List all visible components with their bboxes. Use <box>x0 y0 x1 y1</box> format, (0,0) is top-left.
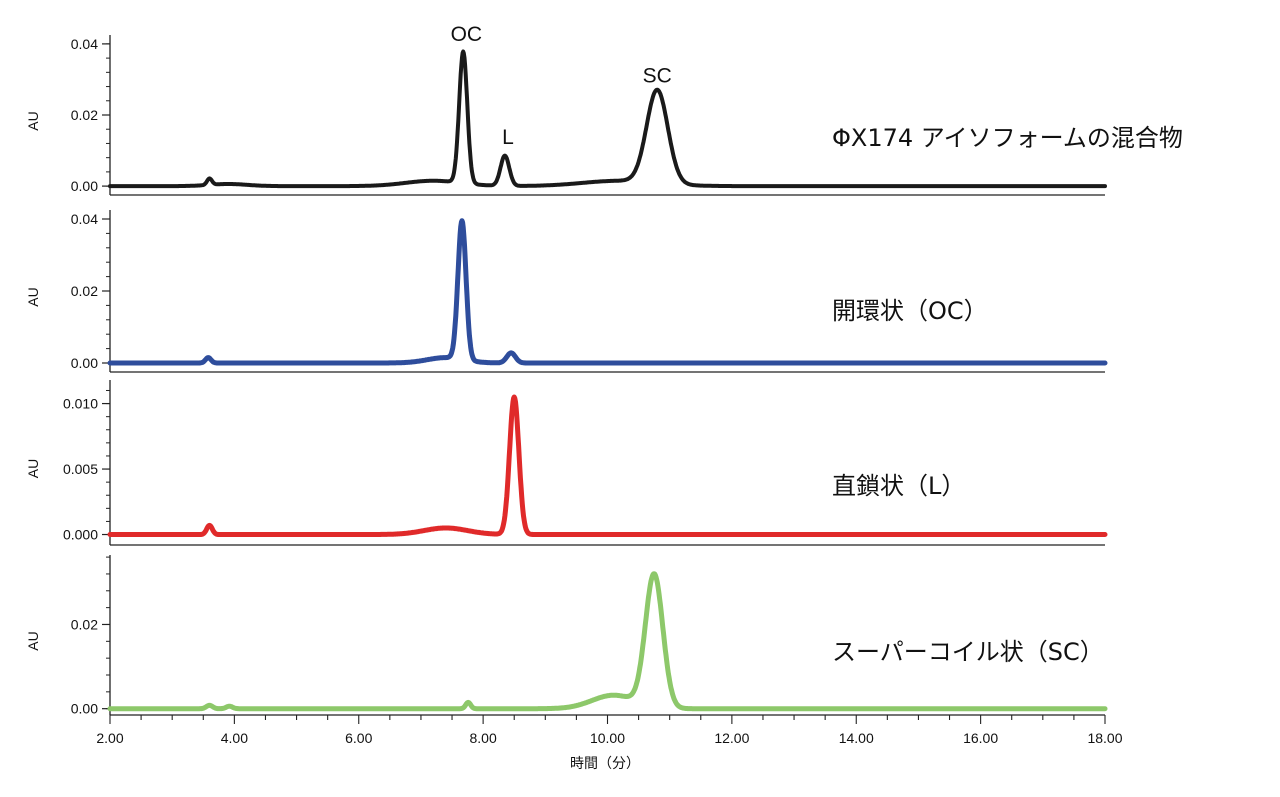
x-tick-label: 2.00 <box>96 730 123 746</box>
x-tick-label: 16.00 <box>963 730 998 746</box>
x-tick-label: 6.00 <box>345 730 372 746</box>
x-axis-title: 時間（分） <box>570 755 640 771</box>
peak-annotation-oc: OC <box>451 23 483 46</box>
series-line-4 <box>107 571 1108 712</box>
y-tick-label: 0.04 <box>71 36 98 52</box>
x-tick-label: 18.00 <box>1087 730 1122 746</box>
series-line-2 <box>107 218 1108 366</box>
y-tick-label: 0.04 <box>71 211 98 227</box>
series-line-1 <box>108 49 1107 189</box>
series-line-3 <box>107 394 1108 537</box>
y-tick-label: 0.02 <box>71 283 98 299</box>
y-tick-label: 0.000 <box>63 527 98 543</box>
peak-annotation-l: L <box>502 126 514 149</box>
y-tick-label: 0.00 <box>71 178 98 194</box>
y-tick-label: 0.00 <box>71 355 98 371</box>
y-tick-label: 0.02 <box>71 107 98 123</box>
x-tick-label: 12.00 <box>714 730 749 746</box>
y-tick-label: 0.00 <box>71 701 98 717</box>
y-tick-label: 0.010 <box>63 396 98 412</box>
y-tick-label: 0.005 <box>63 461 98 477</box>
series-label-1: ΦX174 アイソフォームの混合物 <box>832 124 1183 152</box>
x-tick-label: 8.00 <box>470 730 497 746</box>
y-axis-title-3: AU <box>25 459 41 478</box>
peak-annotation-sc: SC <box>643 65 672 88</box>
y-axis-title-2: AU <box>25 287 41 306</box>
series-label-3: 直鎖状（L） <box>832 472 965 500</box>
x-tick-label: 4.00 <box>221 730 248 746</box>
series-label-2: 開環状（OC） <box>832 297 988 325</box>
y-axis-title-1: AU <box>25 111 41 130</box>
y-tick-label: 0.02 <box>71 616 98 632</box>
x-tick-label: 14.00 <box>839 730 874 746</box>
series-label-4: スーパーコイル状（SC） <box>832 638 1104 666</box>
y-axis-title-4: AU <box>25 631 41 650</box>
x-tick-label: 10.00 <box>590 730 625 746</box>
